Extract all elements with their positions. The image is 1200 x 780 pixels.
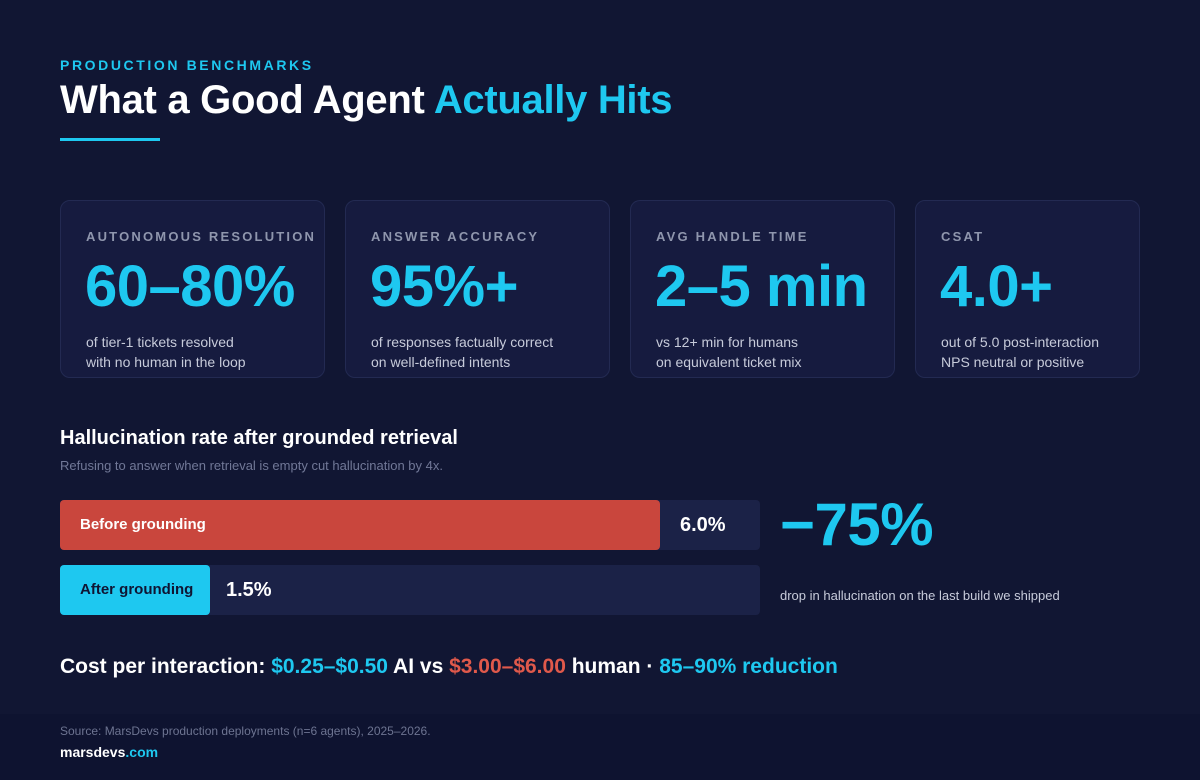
source-note: Source: MarsDevs production deployments … xyxy=(60,724,431,738)
metric-description: of tier-1 tickets resolved with no human… xyxy=(86,332,246,372)
metric-description: out of 5.0 post-interaction NPS neutral … xyxy=(941,332,1099,372)
metric-label: AUTONOMOUS RESOLUTION xyxy=(86,229,317,244)
eyebrow-label: PRODUCTION BENCHMARKS xyxy=(60,57,314,73)
bar-label-after: After grounding xyxy=(80,581,194,598)
metric-description-line: with no human in the loop xyxy=(86,354,246,370)
metric-description: vs 12+ min for humans on equivalent tick… xyxy=(656,332,802,372)
bar-value-before: 6.0% xyxy=(680,514,726,536)
bar-fill-before xyxy=(60,500,660,550)
metric-description-line: on equivalent ticket mix xyxy=(656,354,802,370)
metric-value: 95%+ xyxy=(370,254,518,319)
cost-per-interaction: Cost per interaction: $0.25–$0.50 AI vs … xyxy=(60,655,838,679)
hallucination-section-subtitle: Refusing to answer when retrieval is emp… xyxy=(60,458,443,473)
bar-label-before: Before grounding xyxy=(80,516,206,533)
metric-label: ANSWER ACCURACY xyxy=(371,229,540,244)
page-title: What a Good Agent Actually Hits xyxy=(60,78,673,123)
metric-description-line: out of 5.0 post-interaction xyxy=(941,334,1099,350)
metric-description: of responses factually correct on well-d… xyxy=(371,332,553,372)
metric-description-line: of responses factually correct xyxy=(371,334,554,350)
title-underline xyxy=(60,138,160,141)
cost-human-range: $3.00–$6.00 xyxy=(449,655,566,678)
metric-value: 60–80% xyxy=(85,254,295,319)
metric-value: 4.0+ xyxy=(940,254,1053,319)
cost-human-label: human · xyxy=(565,655,660,678)
metric-description-line: vs 12+ min for humans xyxy=(656,334,799,350)
metric-description-line: NPS neutral or positive xyxy=(941,354,1085,370)
brand-tld: .com xyxy=(125,744,159,760)
metric-description-line: of tier-1 tickets resolved xyxy=(86,334,234,350)
metric-label: AVG HANDLE TIME xyxy=(656,229,809,244)
hallucination-drop-value: −75% xyxy=(780,491,934,558)
cost-prefix: Cost per interaction: xyxy=(60,655,272,678)
title-main: What a Good Agent xyxy=(60,78,434,122)
metric-description-line: on well-defined intents xyxy=(371,354,511,370)
brand-wordmark: marsdevs.com xyxy=(60,744,158,760)
bar-track-before: Before grounding 6.0% xyxy=(60,500,760,550)
metric-label: CSAT xyxy=(941,229,985,244)
metric-card-answer-accuracy: ANSWER ACCURACY 95%+ of responses factua… xyxy=(345,200,610,378)
cost-ai-label: AI vs xyxy=(388,655,450,678)
metric-value: 2–5 min xyxy=(655,254,868,319)
metric-card-avg-handle-time: AVG HANDLE TIME 2–5 min vs 12+ min for h… xyxy=(630,200,895,378)
bar-track-after: After grounding 1.5% xyxy=(60,565,760,615)
cost-reduction: 85–90% reduction xyxy=(659,655,838,678)
hallucination-section-title: Hallucination rate after grounded retrie… xyxy=(60,427,458,449)
bar-fill-after xyxy=(60,565,210,615)
bar-value-after: 1.5% xyxy=(226,579,272,601)
metric-card-autonomous-resolution: AUTONOMOUS RESOLUTION 60–80% of tier-1 t… xyxy=(60,200,325,378)
hallucination-drop-caption: drop in hallucination on the last build … xyxy=(780,588,1060,603)
metric-cards: AUTONOMOUS RESOLUTION 60–80% of tier-1 t… xyxy=(60,200,1140,380)
cost-ai-range: $0.25–$0.50 xyxy=(271,655,388,678)
title-accent: Actually Hits xyxy=(433,78,673,122)
metric-card-csat: CSAT 4.0+ out of 5.0 post-interaction NP… xyxy=(915,200,1140,378)
brand-main: marsdevs xyxy=(60,744,126,760)
footer xyxy=(0,714,1200,780)
